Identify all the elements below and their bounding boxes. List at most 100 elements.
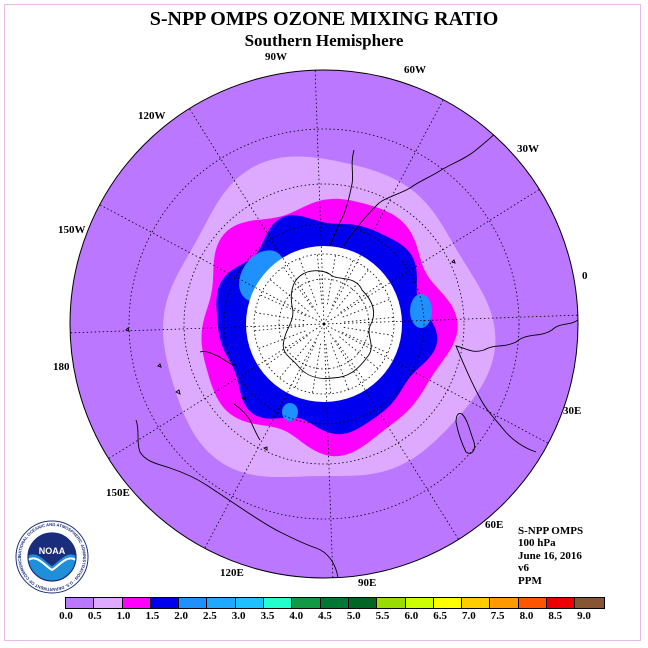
main-title: S-NPP OMPS OZONE MIXING RATIO: [149, 8, 499, 30]
inner-meridian-line: [283, 266, 313, 308]
inner-meridian-line: [269, 279, 309, 312]
colorbar-swatch: [122, 598, 151, 608]
colorbar-tick-label: 7.0: [462, 610, 476, 622]
colorbar-tick-label: 2.0: [174, 610, 188, 622]
latitude-circle: [253, 253, 395, 395]
colorbar-tick-label: 6.5: [433, 610, 447, 622]
colorbar-tick-label: 8.5: [548, 610, 563, 622]
inner-meridian-line: [260, 294, 306, 317]
subtitle: Southern Hemisphere: [244, 31, 404, 50]
madagascar-coastline: [455, 413, 475, 454]
inner-meridian-line: [266, 335, 308, 365]
inner-meridian-line: [258, 330, 306, 349]
colorbar-swatch: [462, 598, 491, 608]
lon-label-0: 0: [582, 270, 588, 282]
band-2.0-2.5-patch-150e: [282, 403, 298, 421]
lon-label-90e: 90E: [358, 577, 376, 589]
colorbar-swatch: [94, 598, 123, 608]
inner-meridian-line: [340, 283, 382, 313]
inner-meridian-line: [325, 343, 332, 394]
inner-meridian-line: [343, 326, 394, 336]
colorbar-swatch: [320, 598, 349, 608]
colorbar-swatch: [490, 598, 519, 608]
colorbar-swatch: [207, 598, 236, 608]
lon-label-60w: 60W: [404, 64, 426, 76]
inner-meridian-line: [331, 260, 354, 306]
inner-meridian-line: [279, 339, 312, 379]
colorbar-tick-label: 2.5: [203, 610, 217, 622]
lon-label-180: 180: [53, 361, 70, 373]
antarctica-coastline: [282, 270, 375, 379]
colorbar-tick-label: 3.0: [231, 610, 246, 622]
coastlines: [125, 117, 578, 578]
lon-label-60e: 60E: [485, 519, 503, 531]
colorbar-swatch: [405, 598, 434, 608]
longitude-labels: 0 30E 60E 90E 120E 150E 180 150W 120W 90…: [53, 51, 588, 589]
colorbar-swatch: [179, 598, 208, 608]
info-units: PPM: [518, 574, 542, 587]
inner-meridian-line: [342, 299, 390, 318]
lon-label-90w: 90W: [265, 51, 287, 63]
colorbar-tick-label: 7.5: [490, 610, 505, 622]
inner-meridian-line: [294, 342, 317, 388]
colorbar-swatch: [547, 598, 576, 608]
inner-meridian-line: [342, 331, 388, 354]
colorbar-tick-label: 4.0: [289, 610, 304, 622]
inner-meridian-line: [343, 316, 394, 323]
page-frame: [4, 4, 641, 641]
info-instrument: S-NPP OMPS: [518, 525, 584, 537]
small-islands: [125, 259, 456, 451]
inner-meridian-line: [326, 254, 336, 305]
latitude-circle: [278, 278, 370, 370]
inner-meridian-line: [312, 343, 322, 394]
colorbar-tick-label: 0.5: [87, 610, 102, 622]
colorbar-tick-label: 0.0: [59, 610, 73, 622]
lon-label-150w: 150W: [58, 224, 86, 236]
info-level: 100 hPa: [518, 537, 556, 550]
colorbar-swatch: [433, 598, 463, 608]
colorbar-swatch: [518, 598, 548, 608]
south-pole-dot: [322, 322, 326, 326]
colorbar-swatch: [575, 598, 604, 608]
colorbar: [65, 597, 605, 609]
colorbar-tick-label: 5.5: [375, 610, 390, 622]
info-version: v6: [518, 562, 529, 575]
graticule: [70, 70, 578, 578]
australia-coastline: [135, 419, 339, 578]
lon-label-30w: 30W: [517, 143, 539, 155]
colorbar-swatch: [235, 598, 265, 608]
latitude-circle: [223, 223, 425, 425]
colorbar-tick-label: 8.0: [519, 610, 534, 622]
lon-label-30e: 30E: [563, 405, 581, 417]
inner-meridian-line: [254, 325, 305, 332]
latitude-circle: [128, 128, 520, 520]
latitude-circle: [183, 183, 465, 465]
colorbar-tick-label: 5.0: [346, 610, 361, 622]
colorbar-tick-label: 1.0: [116, 610, 131, 622]
inner-meridian-line: [339, 336, 379, 369]
info-date: June 16, 2016: [518, 549, 582, 562]
lon-label-120w: 120W: [138, 110, 166, 122]
colorbar-tick-label: 1.5: [145, 610, 160, 622]
colorbar-swatch: [348, 598, 378, 608]
colorbar-swatch: [150, 598, 180, 608]
colorbar-swatch: [264, 598, 293, 608]
inner-meridian-line: [330, 342, 349, 390]
colorbar-tick-label: 9.0: [577, 610, 591, 622]
globe-border: [69, 69, 579, 579]
new-zealand-coastline: [199, 351, 261, 441]
inner-meridian-line: [316, 254, 323, 305]
colorbar-tick-label: 3.5: [260, 610, 275, 622]
inner-meridian-line: [335, 340, 365, 382]
colorbar-swatch: [292, 598, 321, 608]
colorbar-swatch: [377, 598, 406, 608]
colorbar-tick-label: 6.0: [404, 610, 419, 622]
inner-meridian-line: [254, 312, 305, 322]
inner-meridian-line: [299, 258, 318, 306]
colorbar-tick-label: 4.5: [318, 610, 332, 622]
noaa-logo: NATIONAL OCEANIC AND ATMOSPHERIC ADMINIS…: [15, 520, 89, 594]
south-america-coastline: [329, 117, 511, 247]
plot-info: S-NPP OMPS 100 hPa June 16, 2016 v6 PPM: [518, 525, 583, 587]
